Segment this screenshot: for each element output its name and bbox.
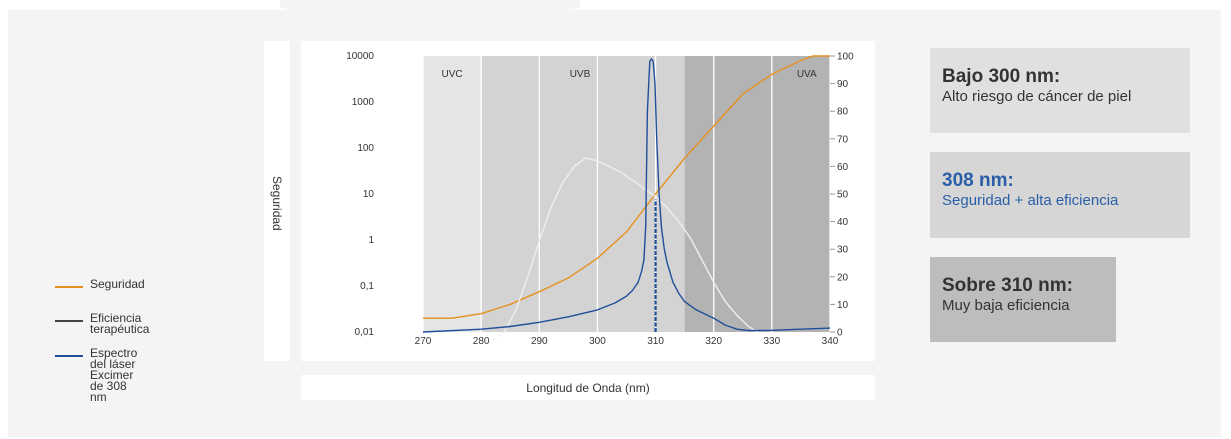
y-axis-label-box [264, 41, 290, 361]
region-label-uva: UVA [797, 69, 817, 80]
region-uvc [423, 56, 482, 332]
card-above-310-text: Muy baja eficiencia [942, 297, 1070, 314]
card-below-300-text: Alto riesgo de cáncer de piel [942, 88, 1132, 105]
y-right-tick-label: 70 [837, 134, 849, 145]
region-label-uvb: UVB [570, 69, 591, 80]
y-left-tick-label: 1 [368, 235, 374, 246]
chart-plot: UVC UVB UVA 0,01 0,1 1 10 100 1000 10000 0 10 20 30 40… [346, 51, 854, 347]
y-right-tick-label: 10 [837, 300, 849, 311]
series-line-eficiencia [503, 157, 758, 333]
y-right-tick-label: 100 [837, 52, 854, 63]
region-uva [684, 56, 830, 332]
y-right-tick-label: 80 [837, 107, 849, 118]
y-right-tick-label: 90 [837, 79, 849, 90]
x-axis-title-box: Longitud de Onda (nm) [301, 375, 875, 400]
card-308-text: Seguridad + alta eficiencia [942, 192, 1119, 209]
series-line-seguridad [423, 55, 830, 319]
y-right-tick-label: 60 [837, 162, 849, 173]
card-308: 308 nm: Seguridad + alta eficiencia [930, 152, 1190, 238]
y-left-tick-label: 10 [363, 189, 375, 200]
y-right-tick-label: 50 [837, 190, 849, 201]
x-tick-label-280: 280 [473, 336, 490, 347]
legend-label-eficiencia: Eficiencia terapéutica [90, 311, 150, 336]
x-tick-label-330: 330 [764, 336, 781, 347]
card-above-310: Sobre 310 nm: Muy baja eficiencia [930, 257, 1116, 342]
x-axis-title: Longitud de Onda (nm) [526, 380, 650, 395]
series-eficiencia-tail [492, 331, 505, 341]
card-308-title: 308 nm: [942, 170, 1014, 191]
y-axis-title-text: Seguridad [270, 175, 284, 231]
x-tick-label-300: 300 [589, 336, 606, 347]
legend-swatch-laser [55, 355, 83, 357]
y-right-tick-label: 0 [837, 328, 843, 339]
x-tick-label-310: 310 [647, 336, 664, 347]
y-left-tick-label: 1000 [352, 97, 375, 108]
y-left-tick-label: 10000 [346, 51, 374, 62]
legend-item-eficiencia: Eficiencia terapéutica [55, 311, 150, 336]
x-tick-label-290: 290 [531, 336, 548, 347]
region-uvb [481, 56, 685, 332]
card-above-310-title: Sobre 310 nm: [942, 275, 1073, 296]
y-left-tick-label: 100 [357, 143, 374, 154]
legend-label-seguridad: Seguridad [90, 277, 145, 291]
y-axis-title: Seguridad [264, 176, 290, 231]
legend-item-laser: Espectro del láser Excimer de 308 nm [55, 346, 138, 404]
legend-item-seguridad: Seguridad [55, 277, 145, 291]
y-right-tick-label: 30 [837, 245, 849, 256]
y-left-tick-label: 0,1 [360, 281, 374, 292]
x-tick-label-270: 270 [415, 336, 432, 347]
top-decoration [280, 0, 580, 14]
series-line-laser [422, 58, 831, 333]
region-label-uvc: UVC [442, 69, 463, 80]
y-left-tick-label: 0,01 [355, 327, 375, 338]
legend-swatch-eficiencia [55, 320, 83, 322]
card-below-300: Bajo 300 nm: Alto riesgo de cáncer de pi… [930, 48, 1190, 133]
legend-label-laser: Espectro del láser Excimer de 308 nm [90, 346, 138, 404]
card-below-300-title: Bajo 300 nm: [942, 66, 1061, 87]
x-tick-label-320: 320 [705, 336, 722, 347]
y-right-tick-label: 20 [837, 272, 849, 283]
legend-swatch-seguridad [55, 286, 83, 288]
y-right-tick-label: 40 [837, 217, 849, 228]
x-tick-label-340: 340 [822, 336, 839, 347]
